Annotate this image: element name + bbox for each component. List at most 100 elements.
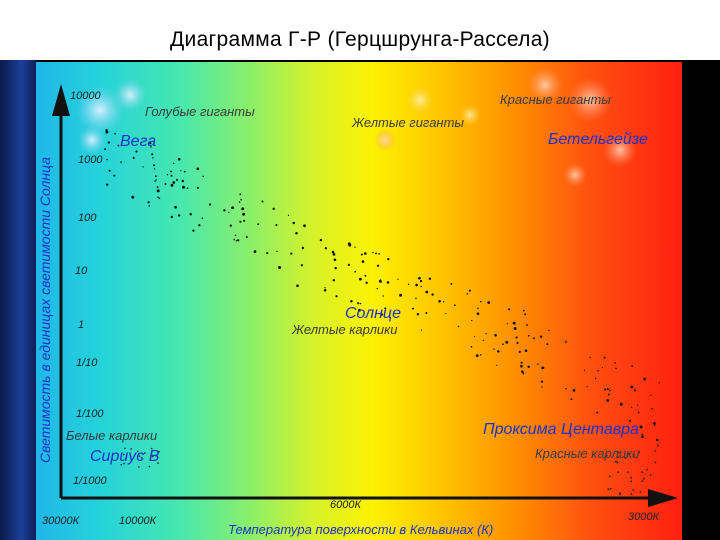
star-dot — [123, 462, 125, 465]
star-dot — [524, 313, 527, 316]
star-dot — [290, 252, 293, 255]
star-dot — [479, 354, 482, 356]
star-dot — [466, 293, 469, 295]
red-giant-glow — [527, 67, 563, 103]
star-dot — [540, 380, 544, 383]
star-dot — [186, 187, 189, 190]
star-dot — [527, 334, 530, 337]
star-dot — [628, 452, 631, 455]
star-dot — [512, 321, 516, 325]
star-dot — [651, 407, 653, 410]
x-tick-labels: 30000К 10000К 6000К 3000К — [42, 499, 659, 527]
star-dot — [164, 183, 167, 185]
star-dot — [606, 399, 610, 402]
star-dot — [526, 324, 528, 326]
star-dot — [177, 157, 181, 161]
star-dot — [603, 356, 606, 359]
star-dot — [520, 361, 523, 364]
star-dot — [144, 452, 146, 454]
star-dot — [319, 238, 323, 242]
star-dot — [609, 475, 611, 478]
star-dot — [335, 295, 338, 298]
star-dot — [619, 492, 621, 494]
star-dot — [148, 465, 151, 468]
left-decorative-bar — [0, 60, 36, 540]
star-dot — [196, 167, 200, 171]
y-axis-label: Светимость в единицах светимости Солнца — [37, 157, 53, 463]
star-dot — [521, 370, 524, 373]
star-dot — [131, 195, 135, 199]
star-dot — [296, 284, 299, 288]
star-dot — [354, 270, 357, 273]
star-dot — [363, 252, 367, 255]
star-dot — [382, 295, 384, 297]
star-dot — [412, 307, 414, 310]
y-tick-label: 1/1000 — [73, 475, 108, 487]
star-dot — [614, 460, 617, 463]
star-dot — [634, 389, 637, 392]
star-dot — [515, 336, 518, 339]
star-dot — [601, 366, 604, 369]
star-dot — [630, 493, 633, 495]
star-dot — [229, 224, 232, 227]
star-dot — [596, 411, 599, 414]
star-dot — [148, 205, 151, 207]
star-dot — [546, 343, 549, 346]
star-dot — [357, 302, 360, 305]
star-dot — [151, 153, 154, 156]
star-dot — [527, 365, 530, 369]
star-dot — [359, 302, 362, 305]
star-dot — [192, 229, 195, 232]
star-dot — [155, 179, 158, 181]
blue-giant-glow — [114, 79, 146, 111]
star-dot — [627, 471, 629, 473]
star-dot — [470, 345, 473, 348]
star-dot — [583, 369, 586, 371]
star-dot — [231, 206, 233, 209]
star-dot — [360, 253, 363, 256]
star-dot — [141, 457, 143, 459]
star-dot — [324, 287, 326, 289]
region-blue-giants: Голубые гиганты — [145, 104, 255, 119]
star-dot — [295, 231, 298, 235]
star-dot — [630, 480, 633, 483]
right-black-bar — [682, 60, 720, 540]
star-dot — [189, 212, 192, 216]
star-label-betelgeuse: Бетельгейзе — [548, 131, 648, 148]
star-dot — [630, 476, 633, 479]
star-dot — [331, 250, 335, 254]
star-dot — [245, 236, 248, 238]
star-dot — [629, 419, 631, 422]
star-dot — [379, 280, 382, 283]
star-dot — [407, 283, 410, 286]
star-dot — [450, 282, 453, 285]
star-labels: Вега Бетельгейзе Солнце Сириус В Проксим… — [90, 131, 648, 465]
star-dot — [376, 264, 380, 267]
star-dot — [653, 424, 656, 426]
star-dot — [539, 335, 543, 338]
star-dot — [350, 299, 353, 303]
star-dot — [632, 489, 635, 492]
star-dot — [487, 301, 491, 304]
star-dot — [105, 130, 109, 134]
star-dot — [242, 212, 246, 216]
red-giant-glow — [603, 133, 637, 167]
star-dot — [565, 387, 567, 390]
star-dot — [272, 207, 275, 210]
y-tick-label: 10000 — [70, 90, 101, 102]
star-dot — [639, 425, 643, 429]
star-dot — [324, 247, 328, 250]
star-dot — [108, 169, 111, 172]
star-dot — [632, 453, 635, 456]
star-dot — [420, 285, 422, 288]
star-dot — [496, 364, 498, 366]
star-dot — [416, 312, 420, 316]
star-dot — [182, 185, 185, 189]
star-dot — [415, 297, 417, 299]
star-dot — [415, 283, 418, 287]
star-dot — [170, 170, 173, 173]
star-dot — [172, 181, 176, 184]
star-dot — [654, 461, 657, 464]
star-dot — [266, 252, 269, 255]
star-dot — [616, 461, 619, 464]
